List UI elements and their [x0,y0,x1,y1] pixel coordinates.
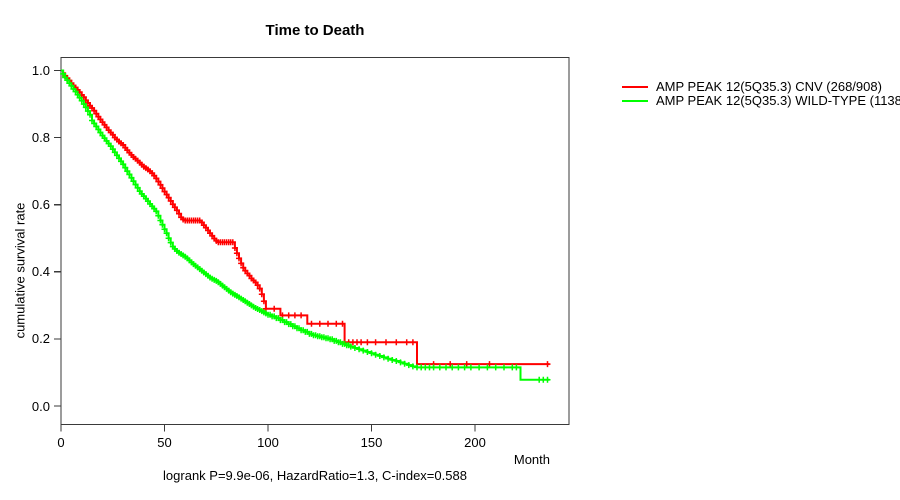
legend-label-wild-type: AMP PEAK 12(5Q35.3) WILD-TYPE (1138/34 [656,93,900,108]
y-tick-label: 1.0 [31,63,50,78]
x-axis-title: Month [513,452,550,467]
y-tick-label: 0.2 [31,331,50,347]
legend: AMP PEAK 12(5Q35.3) CNV (268/908) AMP PE… [622,79,900,108]
y-tick-label: 0.8 [31,130,50,146]
x-tick-label: 0 [57,435,65,450]
legend-line-red [622,85,648,88]
x-tick-label: 50 [157,435,172,450]
legend-item-wild-type: AMP PEAK 12(5Q35.3) WILD-TYPE (1138/34 [622,93,900,108]
logrank-annotation: logrank P=9.9e-06, HazardRatio=1.3, C-in… [163,468,467,483]
censor-marks-wild-type [60,70,551,383]
legend-label-cnv: AMP PEAK 12(5Q35.3) CNV (268/908) [656,79,882,94]
survival-curve-cnv [61,69,550,366]
legend-item-cnv: AMP PEAK 12(5Q35.3) CNV (268/908) [622,79,900,94]
x-tick-label: 200 [464,435,486,450]
y-tick-label: 0.6 [31,197,50,213]
x-tick-label: 100 [257,435,279,450]
y-tick-label: 0.0 [31,398,50,414]
plot-box [60,57,570,425]
x-tick-label: 150 [360,435,383,450]
y-tick-label: 0.4 [31,264,50,280]
legend-line-green [622,99,648,102]
page-title: Time to Death [265,22,365,39]
